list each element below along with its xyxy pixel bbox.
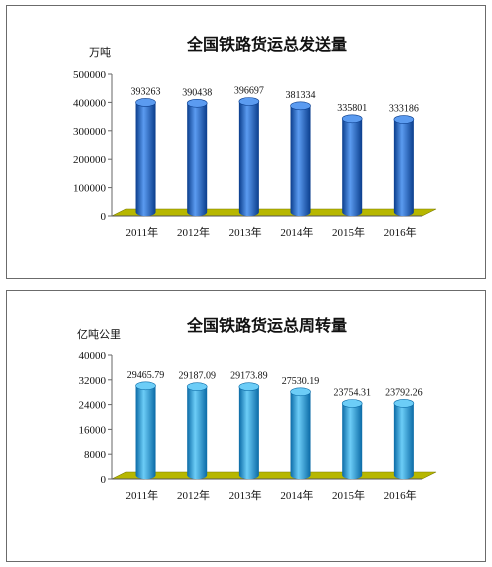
data-label: 23792.26	[385, 387, 423, 398]
y-unit-label: 万吨	[89, 46, 111, 59]
data-label: 29173.89	[230, 371, 268, 382]
y-unit-label: 亿吨公里	[77, 328, 121, 341]
bar-top	[290, 387, 311, 397]
y-tick-label: 16000	[79, 424, 107, 436]
bar-top	[135, 381, 156, 391]
chart-floor	[111, 208, 437, 217]
category-label: 2011年	[126, 225, 159, 239]
bar-body	[135, 102, 156, 217]
bar-body	[187, 386, 208, 480]
bar-top	[290, 101, 311, 111]
bar-body	[238, 386, 259, 480]
bar-top	[238, 97, 260, 106]
y-tick-label: 8000	[84, 449, 107, 461]
data-label: 29187.09	[178, 371, 216, 382]
bar-top	[341, 114, 363, 124]
data-label: 396697	[234, 85, 264, 96]
category-label: 2013年	[229, 225, 262, 239]
data-label: 335801	[337, 103, 367, 114]
data-label: 393263	[131, 86, 161, 97]
category-label: 2015年	[332, 225, 365, 239]
category-label: 2011年	[126, 488, 159, 502]
bar-top	[393, 399, 415, 408]
data-label: 390438	[182, 87, 212, 98]
bar-top	[238, 382, 260, 392]
y-tick-label: 24000	[79, 400, 107, 412]
chart-title: 全国铁路货运总周转量	[186, 316, 347, 335]
y-tick-label: 500000	[73, 69, 107, 81]
bar-body	[290, 105, 311, 217]
bar-top	[341, 399, 363, 408]
y-tick-label: 100000	[73, 183, 107, 195]
y-tick-label: 0	[101, 474, 107, 486]
category-label: 2012年	[177, 225, 210, 239]
bar-body	[342, 118, 363, 217]
data-label: 333186	[389, 104, 419, 115]
bar-body	[238, 101, 259, 217]
y-tick-label: 300000	[73, 126, 107, 138]
bar-top	[135, 98, 156, 107]
category-label: 2015年	[332, 488, 365, 502]
category-label: 2012年	[177, 488, 210, 502]
chart-title: 全国铁路货运总发送量	[186, 35, 347, 54]
bar-body	[393, 119, 414, 217]
chart-panel-freight-volume: 全国铁路货运总发送量万吨 0 100000 200000 300000 400000 500…	[6, 5, 486, 279]
bar-top	[186, 382, 208, 391]
y-tick-label: 40000	[79, 350, 107, 362]
y-tick-label: 200000	[73, 154, 107, 166]
data-label: 29465.79	[127, 370, 165, 381]
data-label: 23754.31	[333, 388, 371, 399]
chart-panel-freight-turnover: 全国铁路货运总周转量亿吨公里 0 8000 16000 24000 32000 40000 2…	[6, 290, 486, 562]
chart-floor	[111, 471, 437, 480]
bar-body	[290, 391, 311, 480]
y-tick-label: 32000	[79, 375, 107, 387]
bar-body	[393, 403, 414, 480]
category-label: 2014年	[280, 488, 313, 502]
category-label: 2014年	[280, 225, 313, 239]
bar-top	[186, 98, 208, 108]
data-label: 381334	[286, 90, 316, 101]
category-label: 2016年	[384, 225, 417, 239]
y-tick-label: 0	[101, 211, 107, 223]
category-label: 2013年	[229, 488, 262, 502]
bar-body	[135, 385, 156, 480]
y-tick-label: 400000	[73, 97, 107, 109]
category-label: 2016年	[384, 488, 417, 502]
data-label: 27530.19	[282, 376, 320, 387]
bar-top	[393, 115, 415, 124]
bar-body	[187, 103, 208, 217]
bar-body	[342, 403, 363, 480]
